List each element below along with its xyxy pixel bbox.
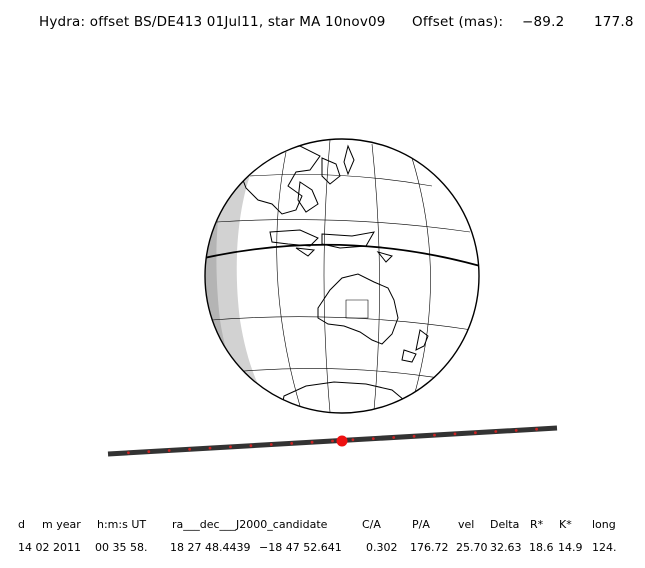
landmass-outlines: [237, 144, 429, 413]
path-tick: [167, 449, 171, 452]
path-tick: [310, 440, 314, 444]
path-tick: [269, 443, 273, 446]
col-header-vel: vel: [458, 518, 475, 531]
val-delta: 32.63: [490, 541, 522, 554]
graticule: [211, 139, 473, 413]
path-tick: [514, 429, 518, 432]
offset-y-value: 177.8: [594, 14, 634, 30]
col-header-pa: P/A: [412, 518, 430, 531]
offset-x-value: −89.2: [522, 14, 565, 30]
globe: [204, 138, 480, 414]
path-ticks: [126, 427, 538, 455]
path-tick: [249, 444, 253, 448]
globe-outline: [204, 138, 480, 414]
path-tick: [208, 446, 212, 450]
path-tick: [453, 432, 457, 436]
val-ca: 0.302: [366, 541, 398, 554]
col-header-m-year: m year: [42, 518, 81, 531]
path-tick: [433, 433, 436, 437]
col-header-ca: C/A: [362, 518, 381, 531]
header: Hydra: offset BS/DE413 01Jul11, star MA …: [0, 14, 645, 34]
col-header-k-star: K*: [559, 518, 572, 531]
val-dec: −18 47 52.641: [259, 541, 342, 554]
col-header-delta: Delta: [490, 518, 520, 531]
path-tick: [474, 431, 477, 435]
path-tick: [331, 439, 334, 443]
path-tick: [494, 430, 498, 433]
globe-disk: [205, 139, 479, 413]
path-tick: [290, 442, 294, 445]
col-header-hms-ut: h:m:s UT: [97, 518, 147, 531]
path-tick: [126, 451, 130, 455]
col-header-ra-dec: ra___dec___J2000_candidate: [172, 518, 328, 531]
title-text: Hydra: offset BS/DE413 01Jul11, star MA …: [39, 14, 386, 30]
col-header-r-star: R*: [530, 518, 544, 531]
val-r-star: 18.6: [529, 541, 554, 554]
path-tick: [535, 427, 538, 431]
path-tick: [371, 437, 375, 440]
val-time: 00 35 58.: [95, 541, 148, 554]
occultation-path: [107, 425, 558, 457]
val-pa: 176.72: [410, 541, 449, 554]
path-tick: [412, 434, 416, 438]
path-tick: [351, 438, 355, 442]
val-vel: 25.70: [456, 541, 488, 554]
path-tick: [392, 436, 396, 439]
path-tick: [147, 450, 151, 453]
path-tick: [188, 447, 192, 451]
val-ra: 18 27 48.4439: [170, 541, 251, 554]
path-tick: [229, 445, 232, 449]
col-header-d: d: [18, 518, 25, 531]
val-date: 14 02 2011: [18, 541, 81, 554]
col-header-long: long: [592, 518, 616, 531]
val-k-star: 14.9: [558, 541, 583, 554]
val-long: 124.: [592, 541, 617, 554]
offset-label: Offset (mas):: [412, 14, 504, 30]
equator-line: [205, 243, 479, 267]
star-marker: [336, 435, 348, 447]
